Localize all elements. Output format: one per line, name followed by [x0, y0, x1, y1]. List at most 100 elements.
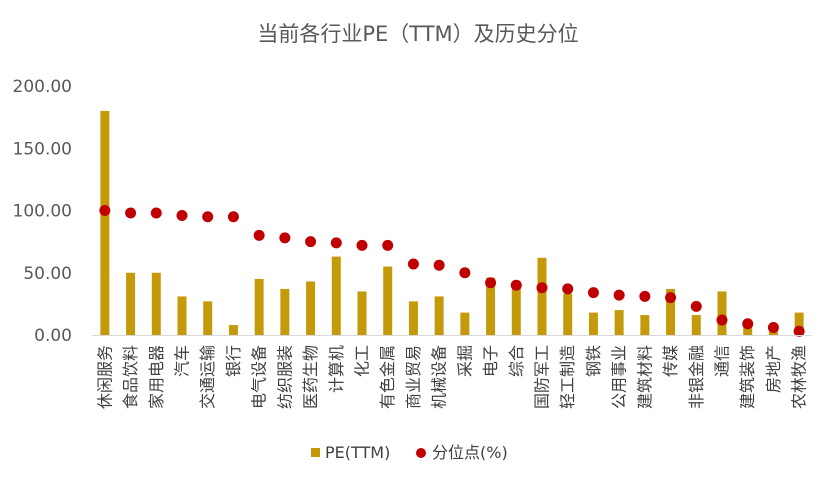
x-category-label: 农林牧渔 — [790, 345, 809, 409]
bar — [100, 110, 110, 336]
dot-point — [356, 239, 368, 251]
bar — [614, 310, 624, 335]
bar — [280, 288, 290, 335]
x-category-label: 传媒 — [661, 345, 680, 377]
legend: PE(TTM) 分位点(%) — [311, 443, 508, 462]
x-category-label: 银行 — [224, 345, 243, 377]
legend-dot-label: 分位点(%) — [432, 443, 508, 462]
dot-point — [433, 259, 445, 271]
bar — [717, 291, 727, 335]
bar — [228, 325, 238, 335]
x-category-label: 化工 — [353, 345, 372, 377]
bar — [691, 315, 701, 335]
y-tick-label: 200.00 — [13, 77, 72, 97]
dot-point — [202, 211, 214, 223]
x-category-label: 国防军工 — [533, 345, 552, 409]
x-category-label: 综合 — [507, 345, 526, 377]
dot-point — [665, 292, 677, 304]
dot-point — [176, 209, 188, 221]
x-category-label: 交通运输 — [198, 345, 217, 409]
bar — [306, 281, 316, 335]
x-category-label: 公用事业 — [610, 345, 629, 409]
dot-point — [587, 287, 599, 299]
x-category-label: 电子 — [481, 345, 500, 377]
dot-point — [125, 207, 137, 219]
x-category-label: 商业贸易 — [404, 345, 423, 409]
dot-series — [99, 205, 805, 337]
dot-point — [150, 207, 162, 219]
bar-series — [100, 110, 804, 336]
x-category-label: 有色金属 — [378, 345, 397, 409]
dot-point — [767, 322, 779, 334]
dot-point — [330, 237, 342, 249]
y-tick-label: 150.00 — [13, 139, 72, 159]
dot-point — [485, 277, 497, 289]
bar — [486, 277, 496, 335]
x-category-label: 钢铁 — [584, 345, 603, 377]
bar — [357, 291, 367, 335]
dot-point — [510, 279, 522, 291]
chart-title: 当前各行业PE（TTM）及历史分位 — [257, 22, 579, 46]
dot-point — [279, 232, 291, 244]
bar — [743, 326, 753, 335]
dot-point — [305, 236, 317, 248]
y-tick-label: 100.00 — [13, 202, 72, 222]
dot-point — [793, 325, 805, 337]
y-tick-label: 0.00 — [34, 326, 72, 346]
bar — [666, 288, 676, 335]
dot-point — [562, 283, 574, 295]
x-category-label: 计算机 — [327, 345, 346, 393]
x-category-label: 非银金融 — [687, 345, 706, 409]
bar — [254, 278, 264, 335]
dot-point — [716, 314, 728, 326]
x-category-label: 通信 — [713, 345, 732, 377]
x-category-label: 食品饮料 — [121, 345, 140, 409]
bar — [408, 301, 418, 335]
x-category-label: 建筑材料 — [635, 345, 654, 409]
x-category-label: 采掘 — [455, 345, 474, 377]
x-category-label: 医药生物 — [301, 345, 320, 409]
x-category-label: 家用电器 — [147, 345, 166, 409]
dot-point — [690, 300, 702, 312]
y-tick-label: 50.00 — [23, 264, 72, 284]
dot-point — [99, 205, 111, 216]
bar — [383, 266, 393, 335]
bar — [640, 315, 650, 335]
bar — [588, 312, 598, 335]
x-category-label: 电气设备 — [250, 345, 269, 409]
dot-point — [227, 211, 239, 223]
bar — [511, 287, 521, 335]
x-axis-labels: 休闲服务 食品饮料 家用电器 汽车 交通运输 银行 电气设备 纺织服装 医药生物 计算机 化工 有色金… — [95, 345, 808, 409]
legend-bar-label: PE(TTM) — [325, 443, 390, 462]
bar — [151, 272, 161, 335]
dot-point — [459, 267, 471, 279]
bar — [460, 312, 470, 335]
dot-point — [382, 239, 394, 251]
x-category-label: 汽车 — [173, 345, 192, 377]
x-category-label: 休闲服务 — [95, 345, 114, 409]
legend-dot-swatch — [416, 448, 426, 458]
x-category-label: 建筑装饰 — [738, 345, 757, 409]
y-axis: 0.00 50.00 100.00 150.00 200.00 — [13, 77, 72, 346]
legend-bar-swatch — [311, 448, 320, 457]
bar — [203, 301, 213, 335]
dot-point — [536, 282, 548, 294]
bar — [177, 296, 187, 335]
dot-point — [613, 289, 625, 301]
dot-point — [639, 290, 651, 302]
dot-point — [253, 229, 265, 241]
dot-point — [407, 258, 419, 270]
x-category-label: 房地产 — [764, 345, 783, 393]
bar — [331, 256, 341, 335]
x-category-label: 纺织服装 — [275, 345, 294, 409]
x-category-label: 轻工制造 — [558, 345, 577, 409]
dot-point — [742, 318, 754, 330]
bar — [563, 293, 573, 335]
bar — [126, 272, 136, 335]
x-category-label: 机械设备 — [430, 345, 449, 409]
bar — [434, 296, 444, 335]
bar — [794, 312, 804, 335]
bar — [537, 257, 547, 335]
